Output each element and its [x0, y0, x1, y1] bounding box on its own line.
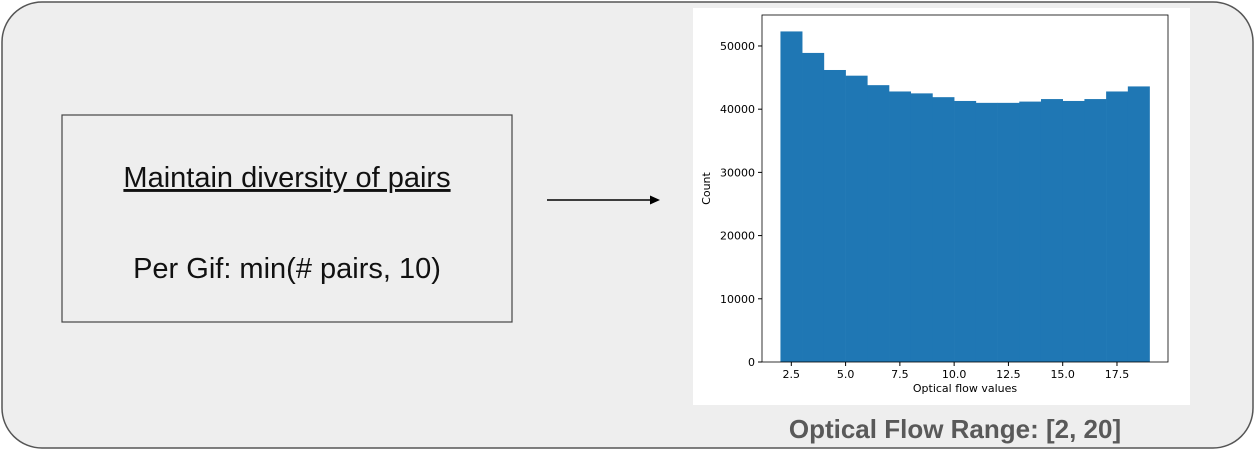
- y-tick-label: 20000: [720, 230, 755, 243]
- bar: [802, 52, 825, 363]
- x-tick-label: 15.0: [1050, 368, 1075, 381]
- y-tick-label: 30000: [720, 166, 755, 179]
- caption: Optical Flow Range: [2, 20]: [789, 414, 1121, 444]
- bar: [823, 69, 846, 362]
- bar: [1084, 99, 1107, 362]
- bar: [910, 93, 933, 362]
- x-tick-label: 5.0: [837, 368, 855, 381]
- box-title: Maintain diversity of pairs: [123, 162, 450, 194]
- y-tick-label: 40000: [720, 103, 755, 116]
- bar: [1062, 100, 1085, 362]
- box-text: Per Gif: min(# pairs, 10): [133, 253, 441, 285]
- y-axis-label: Count: [700, 171, 713, 204]
- arrow-head: [650, 195, 660, 205]
- bar: [845, 75, 868, 362]
- x-axis-label: Optical flow values: [913, 382, 1018, 395]
- x-tick-label: 10.0: [942, 368, 967, 381]
- x-tick-label: 17.5: [1105, 368, 1130, 381]
- bar: [975, 102, 998, 362]
- histogram: 0 10000 20000 30000 40000 50000 2.5 5.0 7.5 10.0 1…: [700, 14, 1169, 395]
- text-box: [61, 114, 513, 323]
- bar: [1127, 86, 1150, 363]
- bar: [889, 91, 912, 362]
- x-tick-label: 12.5: [996, 368, 1021, 381]
- y-tick-label: 10000: [720, 293, 755, 306]
- x-tick-label: 2.5: [783, 368, 801, 381]
- bar: [997, 102, 1020, 362]
- bar: [1019, 101, 1042, 363]
- y-tick-label: 0: [748, 356, 755, 369]
- bar: [932, 97, 955, 363]
- bar: [954, 100, 977, 362]
- bar: [1040, 99, 1064, 362]
- bar: [1106, 91, 1129, 362]
- y-tick-label: 50000: [720, 40, 755, 53]
- axes-frame: [761, 14, 1169, 363]
- bar: [780, 31, 803, 363]
- bar: [867, 85, 890, 362]
- x-tick-label: 7.5: [891, 368, 909, 381]
